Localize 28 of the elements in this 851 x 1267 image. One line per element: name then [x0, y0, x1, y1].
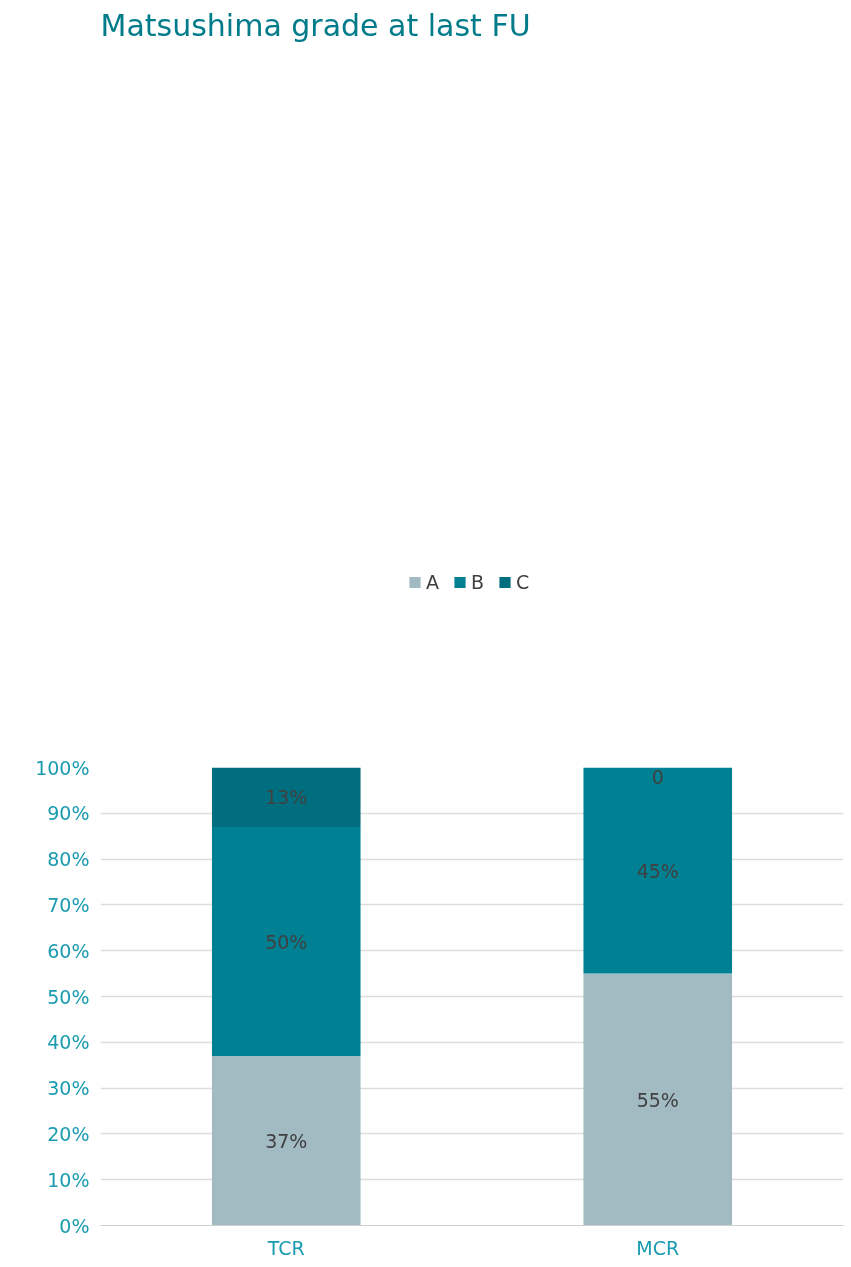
y-tick-label: 80% [47, 848, 90, 871]
y-tick-label: 70% [47, 893, 90, 916]
bar [211, 1056, 361, 1226]
legend-label: A [426, 570, 440, 593]
y-tick-label: 90% [47, 802, 90, 825]
y-tick-label: 50% [47, 985, 90, 1008]
data-label: 37% [265, 1129, 308, 1152]
data-label: 50% [265, 930, 308, 953]
legend-label: B [471, 570, 486, 593]
y-tick-label: 0% [59, 1214, 90, 1237]
x-tick-label: MCR [636, 1236, 680, 1259]
bar [211, 767, 361, 828]
x-tick-label: TCR [266, 1236, 305, 1259]
y-tick-label: 40% [47, 1031, 90, 1054]
y-tick-label: 30% [47, 1077, 90, 1100]
bar [583, 973, 733, 1226]
y-tick-label: 100% [35, 756, 90, 779]
y-tick-label: 10% [47, 1168, 90, 1191]
bar [211, 827, 361, 1057]
bar [583, 767, 733, 974]
data-label: 45% [636, 859, 679, 882]
data-label: 55% [636, 1088, 679, 1111]
chart-title: Matsushima grade at last FU [100, 7, 531, 43]
y-tick-label: 60% [47, 939, 90, 962]
legend-label: C [516, 570, 531, 593]
data-label: 0 [651, 765, 664, 788]
y-tick-label: 20% [47, 1122, 90, 1145]
data-label: 13% [265, 786, 308, 809]
